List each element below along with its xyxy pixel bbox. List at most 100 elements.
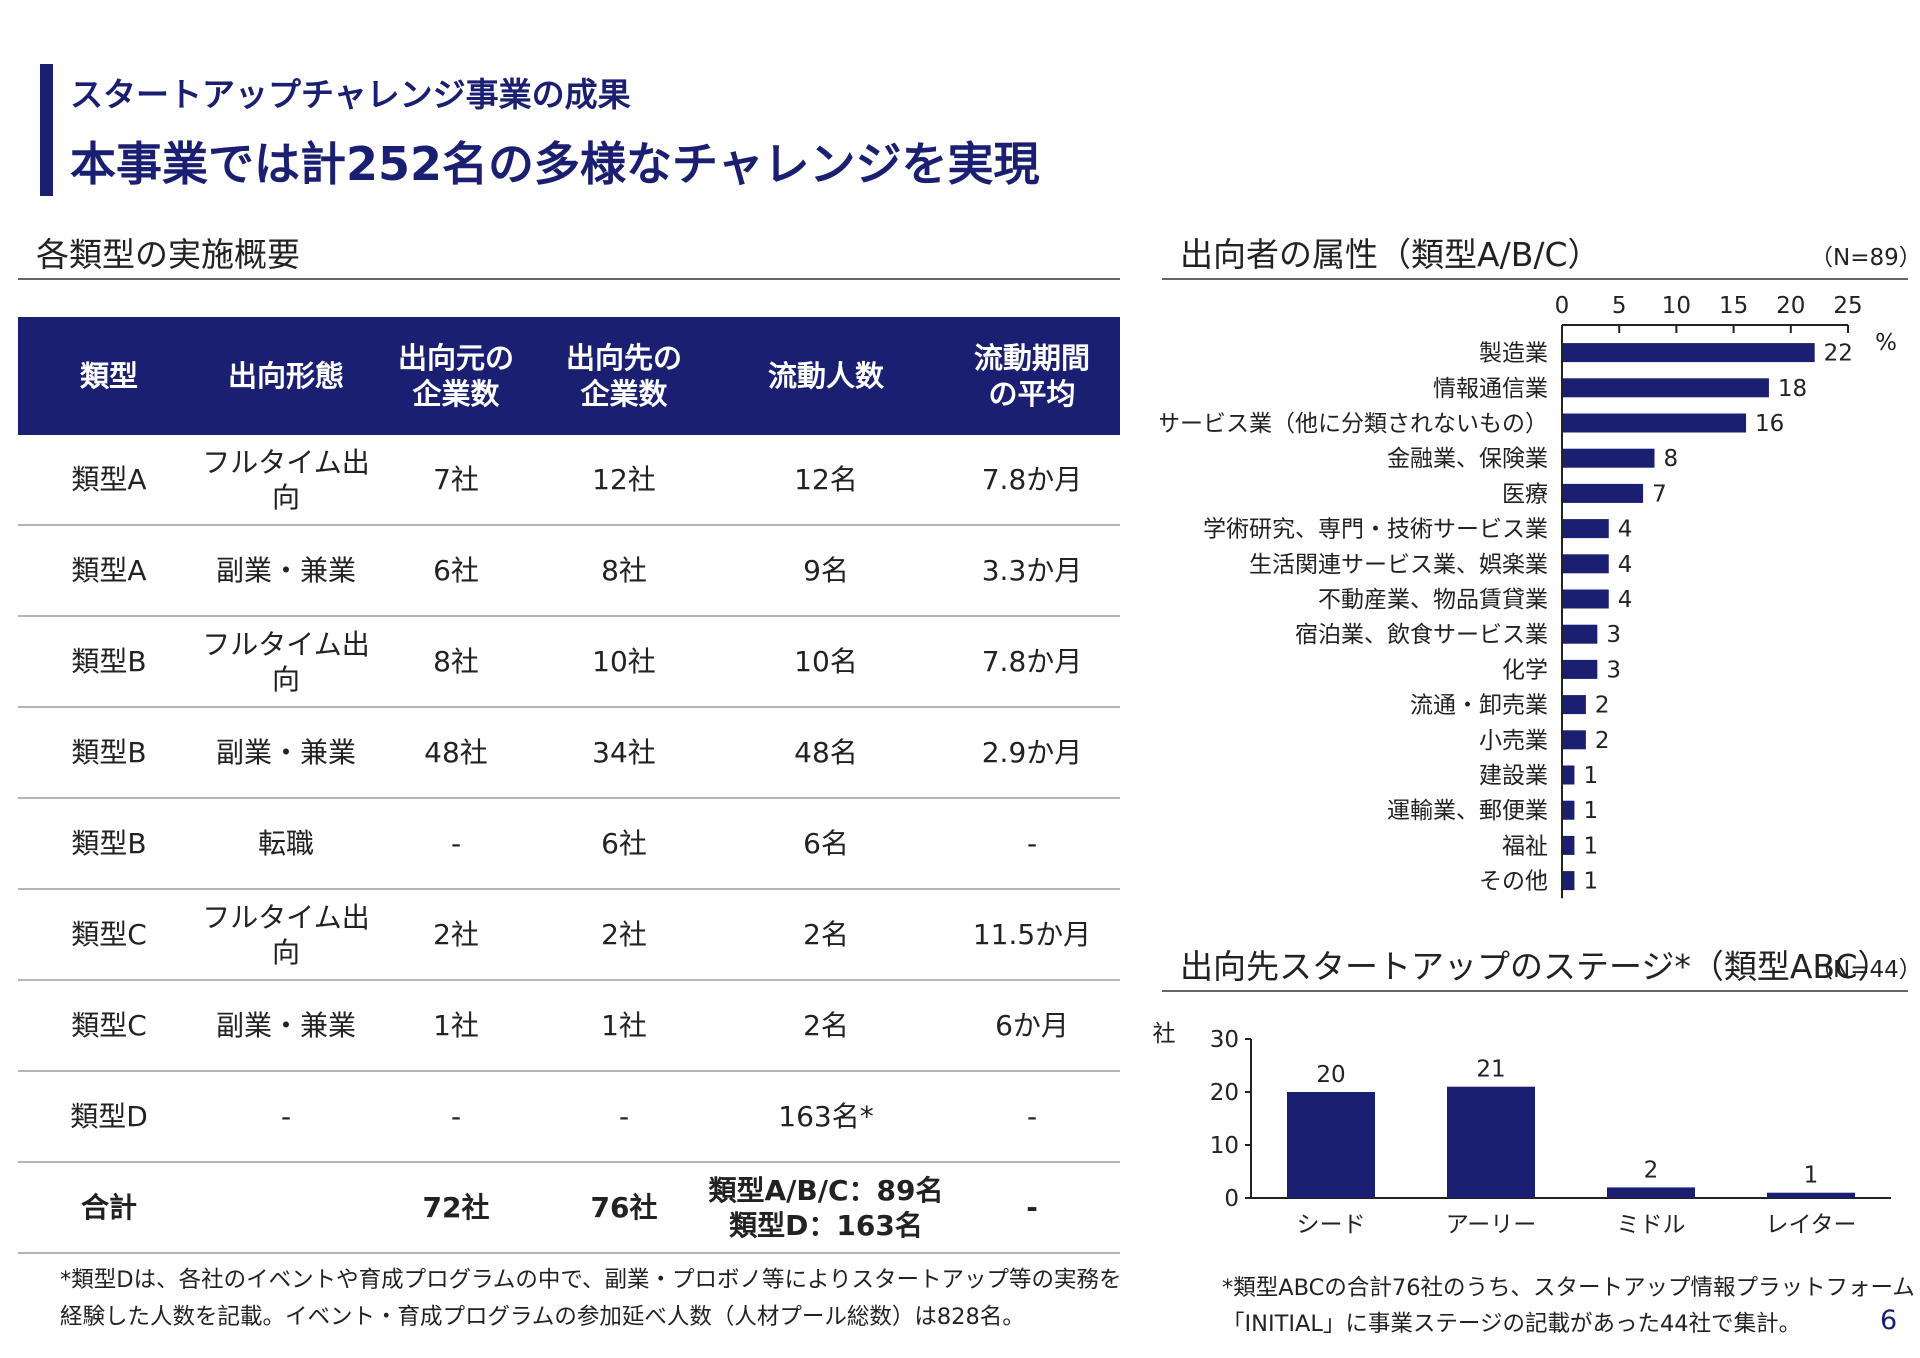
page-number: 6 [1880, 1305, 1898, 1336]
total-empty-cell [200, 1162, 372, 1254]
table-section-heading: 各類型の実施概要 [36, 235, 300, 274]
table-cell: 類型C [18, 980, 200, 1072]
table-header-cell: 出向先の 企業数 [540, 317, 708, 435]
x-tick-label: 25 [1833, 293, 1862, 319]
table-cell: 1社 [372, 980, 540, 1072]
category-label: 小売業 [1479, 728, 1548, 754]
table-cell: - [944, 798, 1120, 890]
y-unit-label: 社 [1153, 1021, 1176, 1047]
bar [1563, 730, 1586, 750]
table-section-divider [18, 278, 1120, 280]
table-cell: 8社 [372, 616, 540, 708]
data-label: 3 [1606, 657, 1621, 683]
bar [1563, 624, 1598, 644]
table-cell: 3.3か月 [944, 525, 1120, 617]
table-row: 類型A フルタイム出向 7社 12社 12名 7.8か月 [18, 435, 1120, 526]
data-label: 7 [1652, 481, 1667, 507]
table-header-row: 類型 出向形態 出向元の 企業数 出向先の 企業数 流動人数 流動期間 の平均 [18, 317, 1120, 435]
table-cell: 7.8か月 [944, 616, 1120, 708]
table-header-cell: 出向元の 企業数 [372, 317, 540, 435]
table-row: 類型C 副業・兼業 1社 1社 2名 6か月 [18, 980, 1120, 1072]
total-origin: 72社 [372, 1162, 540, 1254]
table-cell: 6社 [540, 798, 708, 890]
data-label: 2 [1595, 728, 1610, 754]
table-cell: 副業・兼業 [200, 525, 372, 617]
table-row: 類型C フルタイム出向 2社 2社 2名 11.5か月 [18, 889, 1120, 981]
table-cell: 転職 [200, 798, 372, 890]
summary-table: 類型 出向形態 出向元の 企業数 出向先の 企業数 流動人数 流動期間 の平均 類型A フル… [18, 317, 1120, 1254]
bar [1563, 378, 1769, 398]
data-label: 18 [1778, 376, 1807, 402]
table-cell: 7.8か月 [944, 435, 1120, 526]
total-period: - [944, 1162, 1120, 1254]
data-label: 2 [1644, 1157, 1659, 1183]
table-footnote-line: *類型Dは、各社のイベントや育成プログラムの中で、副業・プロボノ等によりスタート… [60, 1267, 1122, 1293]
table-row: 類型B フルタイム出向 8社 10社 10名 7.8か月 [18, 616, 1120, 708]
table-cell: 2名 [708, 980, 944, 1072]
y-tick-label: 0 [1224, 1186, 1239, 1212]
bar [1563, 765, 1575, 785]
data-label: 8 [1664, 446, 1679, 472]
category-label: 流通・卸売業 [1410, 693, 1548, 719]
table-cell: 類型A [18, 435, 200, 526]
x-tick-label: 5 [1612, 293, 1627, 319]
data-label: 21 [1476, 1057, 1505, 1083]
table-cell: 1社 [540, 980, 708, 1072]
bar [1563, 871, 1575, 891]
category-label: 宿泊業、飲食サービス業 [1295, 622, 1548, 648]
x-unit-label: % [1875, 330, 1897, 356]
category-label: その他 [1479, 869, 1548, 895]
bar [1563, 448, 1655, 468]
bar [1563, 835, 1575, 855]
stage-footnote-line: 「INITIAL」に事業ステージの記載があった44社で集計。 [1222, 1311, 1802, 1337]
table-cell: 6か月 [944, 980, 1120, 1072]
attributes-section-divider [1162, 278, 1908, 280]
table-cell: 10社 [540, 616, 708, 708]
table-footnote: *類型Dは、各社のイベントや育成プログラムの中で、副業・プロボノ等によりスタート… [60, 1262, 1122, 1336]
category-label: 建設業 [1479, 763, 1548, 789]
title-accent-bar [40, 64, 53, 196]
table-header-cell: 流動期間 の平均 [944, 317, 1120, 435]
data-label: 3 [1606, 622, 1621, 648]
category-label: ミドル [1617, 1212, 1686, 1238]
table-cell: 7社 [372, 435, 540, 526]
table-cell: 2社 [540, 889, 708, 981]
total-people-line: 類型D：163名 [729, 1208, 923, 1242]
table-total-row: 合計 72社 76社 類型A/B/C：89名 類型D：163名 - [18, 1162, 1120, 1254]
table-cell: 12名 [708, 435, 944, 526]
data-label: 1 [1583, 833, 1598, 859]
table-footnote-line: 経験した人数を記載。イベント・育成プログラムの参加延べ人数（人材プール総数）は8… [60, 1304, 1025, 1330]
table-cell: 10名 [708, 616, 944, 708]
table-cell: 2社 [372, 889, 540, 981]
table-cell: 48名 [708, 707, 944, 799]
category-label: 不動産業、物品賃貸業 [1318, 587, 1548, 613]
data-label: 20 [1316, 1062, 1345, 1088]
table-header-cell: 類型 [18, 317, 200, 435]
attributes-n-label: （N=89） [1810, 245, 1920, 271]
bar [1563, 519, 1609, 539]
stage-footnote: *類型ABCの合計76社のうち、スタートアップ情報プラットフォーム 「INITI… [1222, 1270, 1915, 1342]
stage-footnote-line: *類型ABCの合計76社のうち、スタートアップ情報プラットフォーム [1222, 1275, 1915, 1301]
table-cell: - [944, 1071, 1120, 1163]
total-label: 合計 [18, 1162, 200, 1254]
total-people-line: 類型A/B/C：89名 [708, 1173, 944, 1207]
stage-section-divider [1162, 990, 1908, 992]
table-cell: 9名 [708, 525, 944, 617]
data-label: 2 [1595, 693, 1610, 719]
bar [1563, 554, 1609, 574]
table-cell: 副業・兼業 [200, 980, 372, 1072]
bar [1563, 589, 1609, 609]
data-label: 1 [1583, 798, 1598, 824]
category-label: サービス業（他に分類されないもの） [1160, 411, 1548, 437]
category-label: 福祉 [1502, 833, 1548, 859]
category-label: シード [1297, 1212, 1366, 1238]
table-header-cell: 流動人数 [708, 317, 944, 435]
bar [1563, 343, 1815, 363]
table-cell: 34社 [540, 707, 708, 799]
table-row: 類型D - - -163名* - [18, 1071, 1120, 1163]
table-cell: 48社 [372, 707, 540, 799]
table-cell: 2.9か月 [944, 707, 1120, 799]
table-cell: 類型A [18, 525, 200, 617]
data-label: 16 [1755, 411, 1784, 437]
data-label: 4 [1618, 587, 1633, 613]
